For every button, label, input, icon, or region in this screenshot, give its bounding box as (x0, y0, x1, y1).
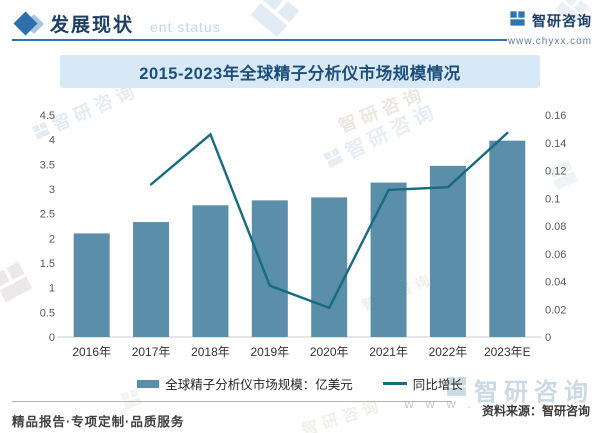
right-axis-tick: 0.1 (545, 193, 560, 205)
left-axis-tick: 1.5 (40, 258, 55, 270)
x-axis-label: 2017年 (132, 345, 171, 359)
bar-2021年 (370, 182, 407, 337)
left-axis-tick: 3 (49, 184, 55, 196)
x-axis-label: 2021年 (369, 345, 408, 359)
legend-label-market-size: 全球精子分析仪市场规模：亿美元 (165, 378, 353, 392)
right-axis-tick: 0.14 (545, 138, 566, 150)
x-axis-label: 2023年E (484, 345, 531, 359)
bar-series-swatch (137, 379, 160, 388)
chart-title: 2015-2023年全球精子分析仪市场规模情况 (139, 64, 461, 83)
x-axis-label: 2016年 (72, 345, 111, 359)
header-divider (12, 39, 507, 41)
x-axis-label: 2020年 (310, 345, 349, 359)
right-axis-tick: 0.02 (545, 304, 566, 316)
chart-legend: 全球精子分析仪市场规模：亿美元 同比增长 (0, 374, 600, 393)
section-diamond-icon (13, 11, 51, 37)
legend-label-yoy-growth: 同比增长 (412, 378, 463, 392)
x-axis-label: 2018年 (191, 345, 230, 359)
brand-logo-icon (508, 9, 527, 33)
section-title: 发展现状 (50, 15, 135, 36)
left-axis-tick: 1 (49, 283, 55, 295)
chart-title-banner: 2015-2023年全球精子分析仪市场规模情况 (60, 55, 540, 88)
brand-name: 智研咨询 (532, 13, 592, 29)
x-axis-label: 2022年 (429, 345, 468, 359)
left-axis-tick: 4 (49, 135, 55, 147)
right-axis-tick: 0.08 (545, 221, 566, 233)
bar-2019年 (251, 200, 288, 337)
yoy-growth-line (149, 131, 509, 310)
footer-divider (12, 401, 452, 402)
bar-2020年 (311, 197, 348, 337)
section-title-watermark: ent status (150, 19, 221, 35)
legend-item-yoy-growth: 同比增长 (382, 374, 463, 393)
right-axis-tick: 0 (545, 332, 551, 344)
bar-2017年 (133, 222, 170, 337)
legend-item-market-size: 全球精子分析仪市场规模：亿美元 (137, 374, 353, 393)
right-axis-tick: 0.12 (545, 166, 566, 178)
left-axis-tick: 2.5 (40, 209, 55, 221)
left-axis-tick: 0.5 (40, 307, 55, 319)
line-series-swatch (382, 382, 407, 385)
left-axis-tick: 4.5 (40, 110, 55, 122)
footer-tagline: 精品报告·专项定制·品质服务 (12, 415, 185, 429)
bar-2022年 (429, 165, 466, 337)
bar-2016年 (73, 233, 110, 337)
right-axis-tick: 0.16 (545, 110, 566, 122)
x-axis-label: 2019年 (250, 345, 289, 359)
data-source: 资料来源：智研咨询 (481, 404, 590, 418)
brand-url: www.chyxx.com (507, 36, 592, 47)
left-axis-tick: 3.5 (40, 159, 55, 171)
bar-2023年E (489, 140, 526, 337)
brand-block: 智研咨询 www.chyxx.com (508, 9, 592, 47)
right-axis-tick: 0.06 (545, 249, 566, 261)
left-axis-tick: 2 (49, 233, 55, 245)
bar-2018年 (192, 205, 229, 337)
left-axis-tick: 0 (49, 332, 55, 344)
right-axis-tick: 0.04 (545, 277, 566, 289)
